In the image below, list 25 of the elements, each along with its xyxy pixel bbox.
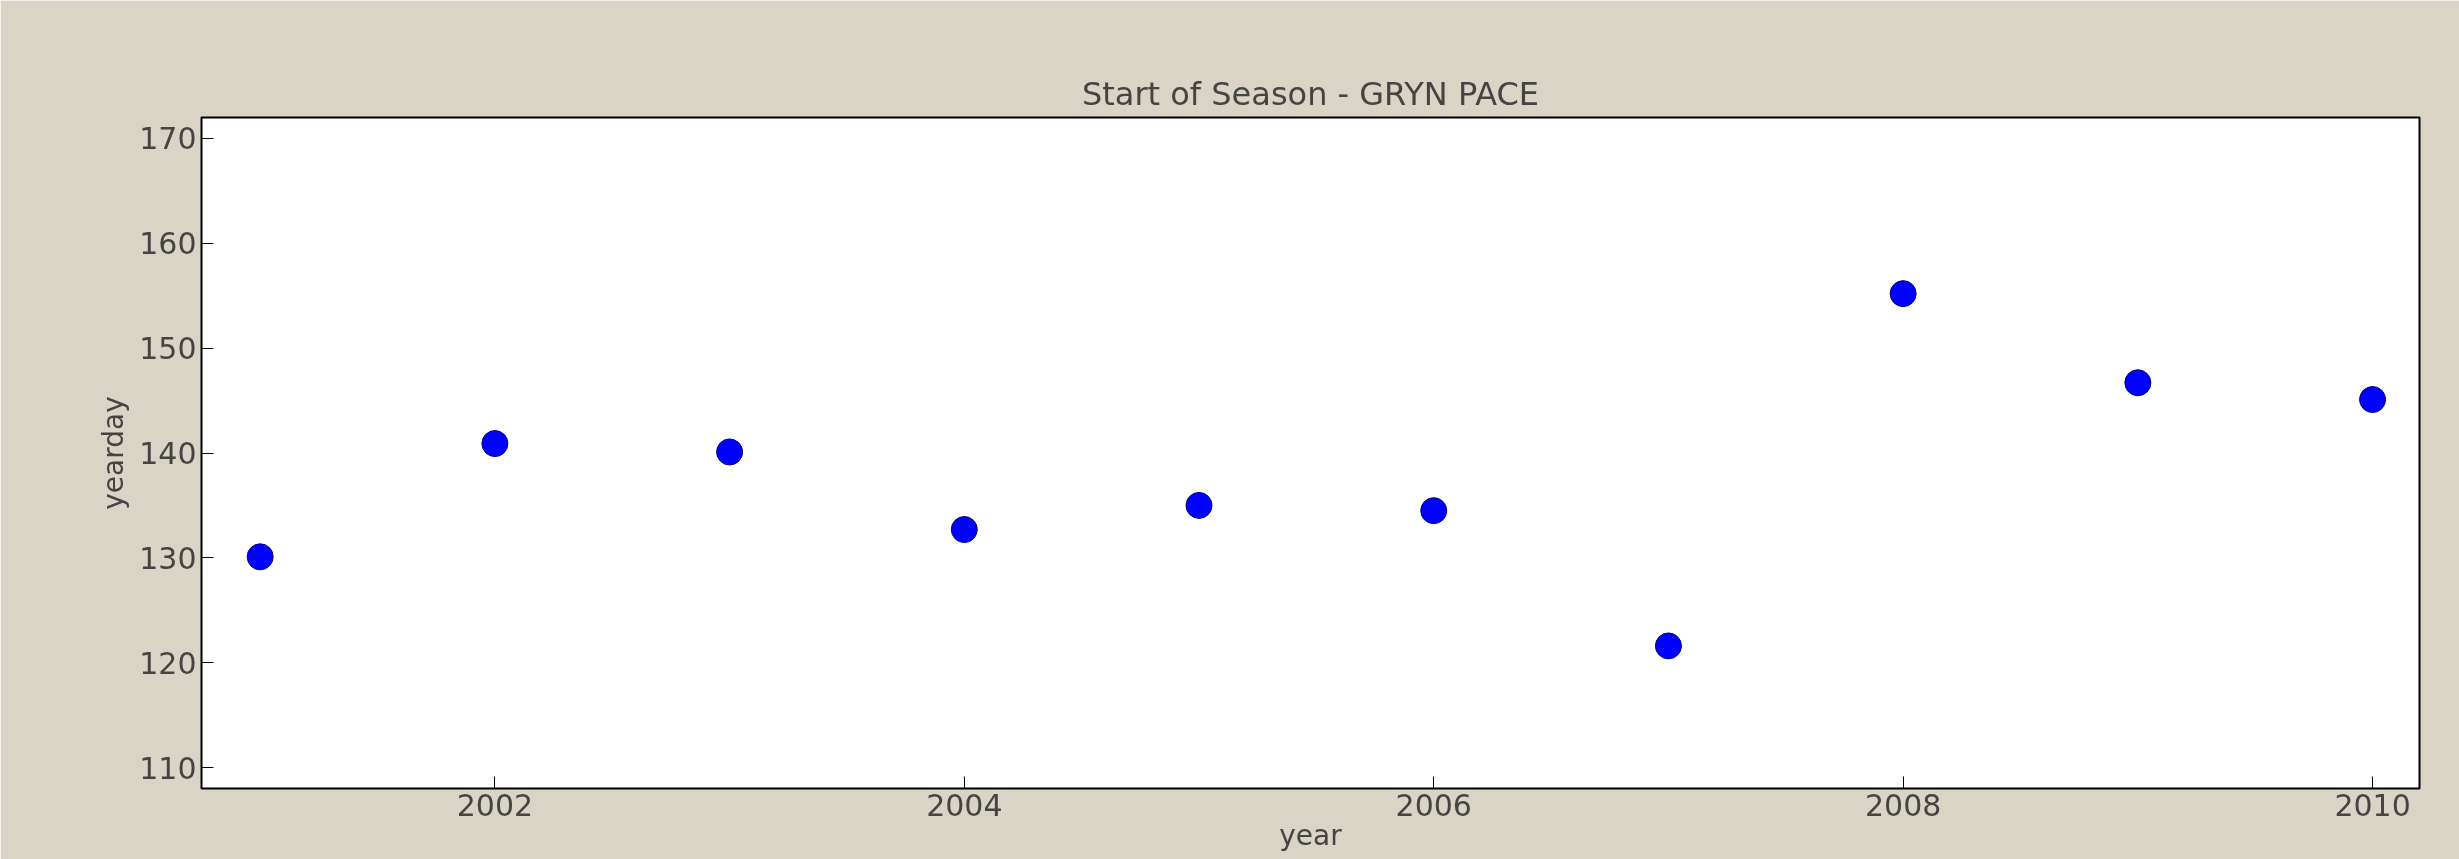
point bbox=[716, 438, 744, 466]
point bbox=[1889, 280, 1917, 308]
point bbox=[1420, 497, 1448, 525]
point bbox=[950, 516, 978, 544]
x-tick-label: 2010 bbox=[2334, 787, 2411, 823]
y-axis-title: yearday bbox=[97, 396, 131, 510]
x-tick-label: 2004 bbox=[926, 787, 1003, 823]
x-tick-label: 2008 bbox=[1864, 787, 1942, 823]
point bbox=[2124, 369, 2152, 397]
y-tick-label: 150 bbox=[139, 331, 197, 367]
point bbox=[1654, 632, 1682, 660]
chart-title: Start of Season - GRYN PACE bbox=[1081, 74, 1540, 113]
y-tick-label: 120 bbox=[139, 645, 197, 681]
point bbox=[1185, 491, 1213, 519]
y-tick-label: 160 bbox=[139, 226, 197, 262]
point bbox=[481, 430, 509, 458]
x-axis-title: year bbox=[1279, 818, 1343, 852]
y-tick-label: 110 bbox=[139, 750, 197, 786]
y-tick-label: 130 bbox=[139, 540, 197, 576]
x-tick-label: 2006 bbox=[1395, 787, 1472, 823]
point bbox=[2359, 386, 2387, 413]
point bbox=[246, 543, 274, 571]
y-tick-label: 140 bbox=[139, 436, 197, 471]
x-tick-label: 2002 bbox=[456, 787, 534, 823]
y-tick-label: 170 bbox=[139, 121, 197, 157]
